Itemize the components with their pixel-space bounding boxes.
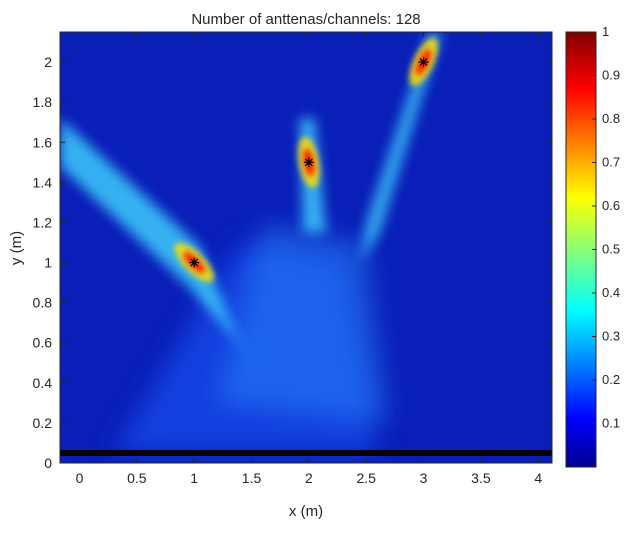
x-tick-label: 1 bbox=[190, 470, 198, 486]
x-tick-label: 0.5 bbox=[127, 470, 147, 486]
x-tick-label: 3 bbox=[420, 470, 428, 486]
x-tick-label: 2.5 bbox=[356, 470, 376, 486]
colorbar-tick-label: 0.4 bbox=[602, 285, 620, 300]
colorbar-ticks: 0.1 0.2 0.3 0.4 0.5 0.6 0.7 0.8 0.9 1 bbox=[592, 24, 620, 431]
y-tick-label: 1.8 bbox=[33, 94, 53, 110]
y-tick-label: 0.8 bbox=[33, 295, 53, 311]
colorbar-tick-label: 0.6 bbox=[602, 198, 620, 213]
source-marker-asterisk bbox=[418, 57, 429, 68]
heatmap-plot-area bbox=[60, 32, 552, 463]
heatmap-field bbox=[60, 32, 552, 456]
x-tick-label: 0 bbox=[76, 470, 84, 486]
colorbar-tick-label: 0.5 bbox=[602, 242, 620, 257]
colorbar-tick-label: 0.8 bbox=[602, 111, 620, 126]
y-axis-label: y (m) bbox=[8, 231, 25, 265]
colorbar: 0.1 0.2 0.3 0.4 0.5 0.6 0.7 0.8 0.9 1 bbox=[565, 24, 620, 468]
x-axis-label: x (m) bbox=[289, 503, 323, 520]
y-tick-label: 2 bbox=[44, 54, 52, 70]
array-line bbox=[60, 449, 552, 456]
y-tick-label: 1.2 bbox=[33, 214, 53, 230]
heatmap-interference-region bbox=[217, 222, 390, 423]
colorbar-gradient bbox=[565, 31, 597, 468]
y-tick-label: 0.4 bbox=[33, 375, 53, 391]
y-axis-ticks: 0 0.2 0.4 0.6 0.8 1 1.2 1.4 1.6 1.8 2 bbox=[33, 54, 552, 471]
plot-frame bbox=[59, 31, 553, 464]
beam-band bbox=[60, 118, 258, 363]
colorbar-tick-label: 0.9 bbox=[602, 68, 620, 83]
y-tick-label: 1.4 bbox=[33, 174, 53, 190]
y-tick-label: 1.6 bbox=[33, 134, 53, 150]
y-tick-label: 0.2 bbox=[33, 415, 53, 431]
source-markers bbox=[189, 57, 429, 268]
source-marker-asterisk bbox=[303, 157, 314, 168]
y-tick-label: 1 bbox=[44, 255, 52, 271]
x-tick-label: 2 bbox=[305, 470, 313, 486]
source-marker-asterisk bbox=[189, 257, 200, 268]
colorbar-tick-label: 0.3 bbox=[602, 329, 620, 344]
x-tick-label: 3.5 bbox=[471, 470, 491, 486]
x-tick-label: 1.5 bbox=[242, 470, 262, 486]
colorbar-tick-label: 0.7 bbox=[602, 155, 620, 170]
chart-title: Number of anttenas/channels: 128 bbox=[191, 11, 420, 28]
x-axis-ticks: 0 0.5 1 1.5 2 2.5 3 3.5 4 bbox=[76, 32, 542, 486]
beam-band bbox=[360, 32, 442, 263]
y-tick-label: 0 bbox=[44, 455, 52, 471]
colorbar-tick-label: 0.2 bbox=[602, 372, 620, 387]
colorbar-tick-label: 0.1 bbox=[602, 416, 620, 431]
colorbar-tick-label: 1 bbox=[602, 24, 609, 39]
y-tick-label: 0.6 bbox=[33, 335, 53, 351]
x-tick-label: 4 bbox=[534, 470, 542, 486]
